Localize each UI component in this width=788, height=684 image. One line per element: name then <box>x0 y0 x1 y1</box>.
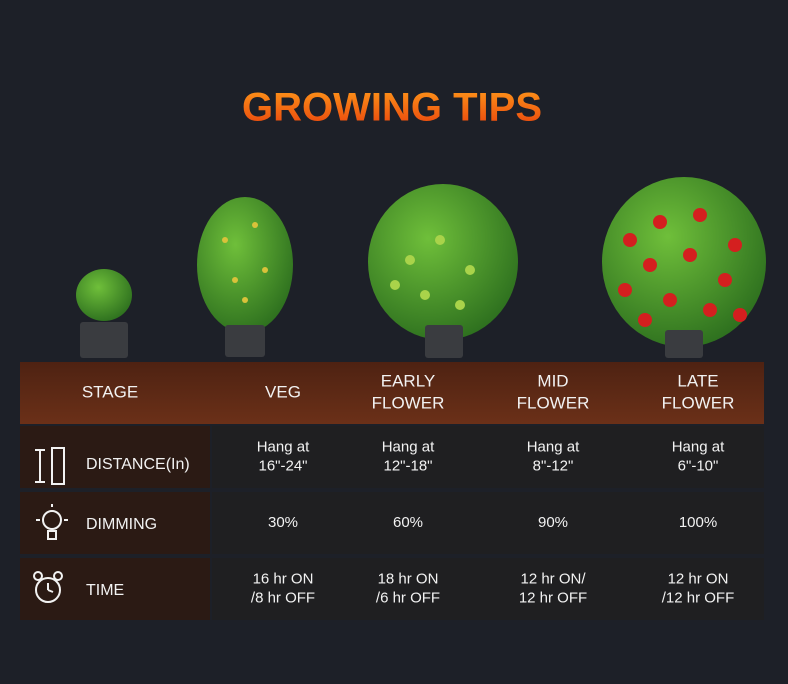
table-cell: Hang at <box>527 438 580 455</box>
table-cell: 90% <box>538 514 568 531</box>
plants <box>76 177 766 358</box>
icons <box>33 447 68 603</box>
table-cell: /12 hr OFF <box>662 589 735 606</box>
table-cell: Hang at <box>257 438 310 455</box>
row-backgrounds <box>20 426 764 620</box>
row-label: DIMMING <box>86 516 157 533</box>
header-cell: LATE <box>677 371 718 390</box>
row-label: DISTANCE(In) <box>86 456 190 473</box>
table-cell: 30% <box>268 514 298 531</box>
table-cell: 16"-24" <box>258 457 307 474</box>
header-cell: EARLY <box>381 371 436 390</box>
table-cell: Hang at <box>672 438 725 455</box>
header-cell: VEG <box>265 382 301 401</box>
header-band <box>20 362 764 424</box>
table-cell: 6"-10" <box>678 457 719 474</box>
table-cell: Hang at <box>382 438 435 455</box>
table-cell: /8 hr OFF <box>251 589 315 606</box>
header-cell: FLOWER <box>517 393 590 412</box>
header-cell: MID <box>537 371 568 390</box>
table-cell: 12"-18" <box>383 457 432 474</box>
table-cell: 18 hr ON <box>378 570 439 587</box>
table-cell: 100% <box>679 514 717 531</box>
title: GROWING TIPS <box>242 86 542 130</box>
header-cell: FLOWER <box>372 393 445 412</box>
table-cell: /6 hr OFF <box>376 589 440 606</box>
table-cell: 12 hr OFF <box>519 589 587 606</box>
table-cell: 12 hr ON/ <box>520 570 586 587</box>
header-cell: FLOWER <box>662 393 735 412</box>
table-cell: 12 hr ON <box>668 570 729 587</box>
table-cell: 8"-12" <box>533 457 574 474</box>
header-cell: STAGE <box>82 382 138 401</box>
row-label: TIME <box>86 582 124 599</box>
table-cell: 60% <box>393 514 423 531</box>
table-cell: 16 hr ON <box>253 570 314 587</box>
